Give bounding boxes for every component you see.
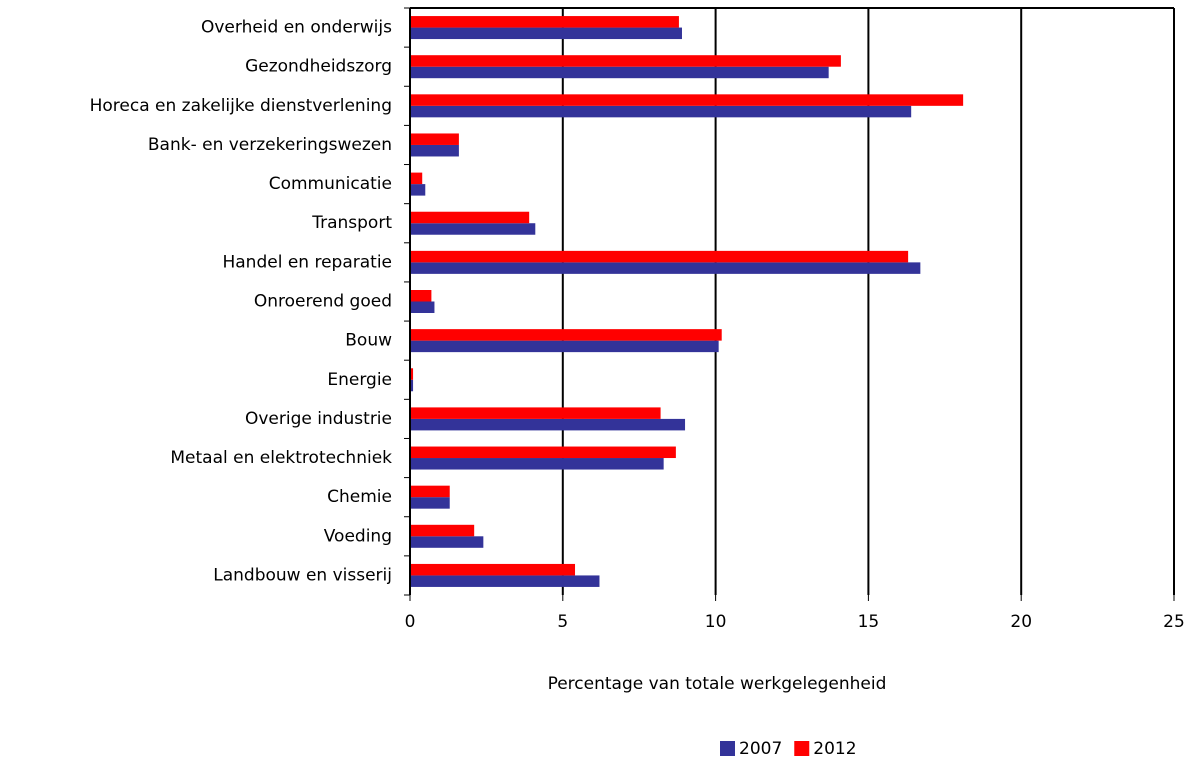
legend-label: 2007 (739, 739, 782, 759)
bar (410, 105, 912, 118)
y-tick-label: Communicatie (269, 174, 392, 194)
y-tick-label: Chemie (327, 487, 392, 507)
bar (410, 172, 423, 185)
y-tick-label: Voeding (324, 526, 392, 546)
bar (410, 262, 921, 274)
bar (410, 133, 459, 145)
y-tick-label: Gezondheidszorg (245, 57, 392, 77)
x-tick-label: 20 (1010, 612, 1032, 632)
bar (410, 250, 909, 263)
legend-label: 2012 (813, 739, 856, 759)
bar (410, 418, 686, 431)
bar (410, 27, 682, 40)
legend-swatch (720, 741, 735, 756)
y-tick-label: Overige industrie (245, 409, 392, 429)
bar (410, 407, 661, 419)
y-tick-label: Energie (327, 370, 392, 390)
bar (410, 66, 829, 79)
bar (410, 94, 964, 106)
bar (410, 144, 459, 157)
bar (410, 290, 432, 302)
bar (410, 184, 426, 196)
bar (410, 458, 664, 470)
y-tick-label: Bouw (345, 331, 392, 351)
bar (410, 536, 484, 548)
bar (410, 329, 722, 341)
legend-swatch (794, 741, 810, 756)
y-tick-label: Transport (311, 213, 392, 233)
bar (410, 497, 450, 509)
bar (410, 524, 475, 537)
bar (410, 368, 414, 380)
y-tick-label: Horeca en zakelijke dienstverlening (90, 96, 392, 116)
bar (410, 575, 600, 587)
bar (410, 211, 530, 224)
x-tick-label: 0 (405, 612, 416, 632)
y-tick-label: Overheid en onderwijs (201, 18, 392, 38)
bar (410, 55, 841, 67)
bar (410, 379, 414, 392)
x-tick-label: 10 (705, 612, 727, 632)
x-tick-label: 25 (1163, 612, 1185, 632)
x-tick-label: 15 (858, 612, 880, 632)
bar (410, 223, 536, 235)
bar (410, 16, 679, 28)
bar (410, 446, 676, 459)
bar (410, 485, 450, 498)
x-axis-title: Percentage van totale werkgelegenheid (548, 674, 887, 694)
y-tick-label: Onroerend goed (254, 292, 392, 312)
bar (410, 340, 719, 353)
y-tick-label: Handel en reparatie (222, 252, 392, 272)
y-tick-label: Bank- en verzekeringswezen (148, 135, 392, 155)
bar (410, 563, 576, 576)
y-tick-label: Landbouw en visserij (213, 565, 392, 585)
bar (410, 301, 435, 313)
y-tick-label: Metaal en elektrotechniek (170, 448, 392, 468)
x-tick-label: 5 (557, 612, 568, 632)
